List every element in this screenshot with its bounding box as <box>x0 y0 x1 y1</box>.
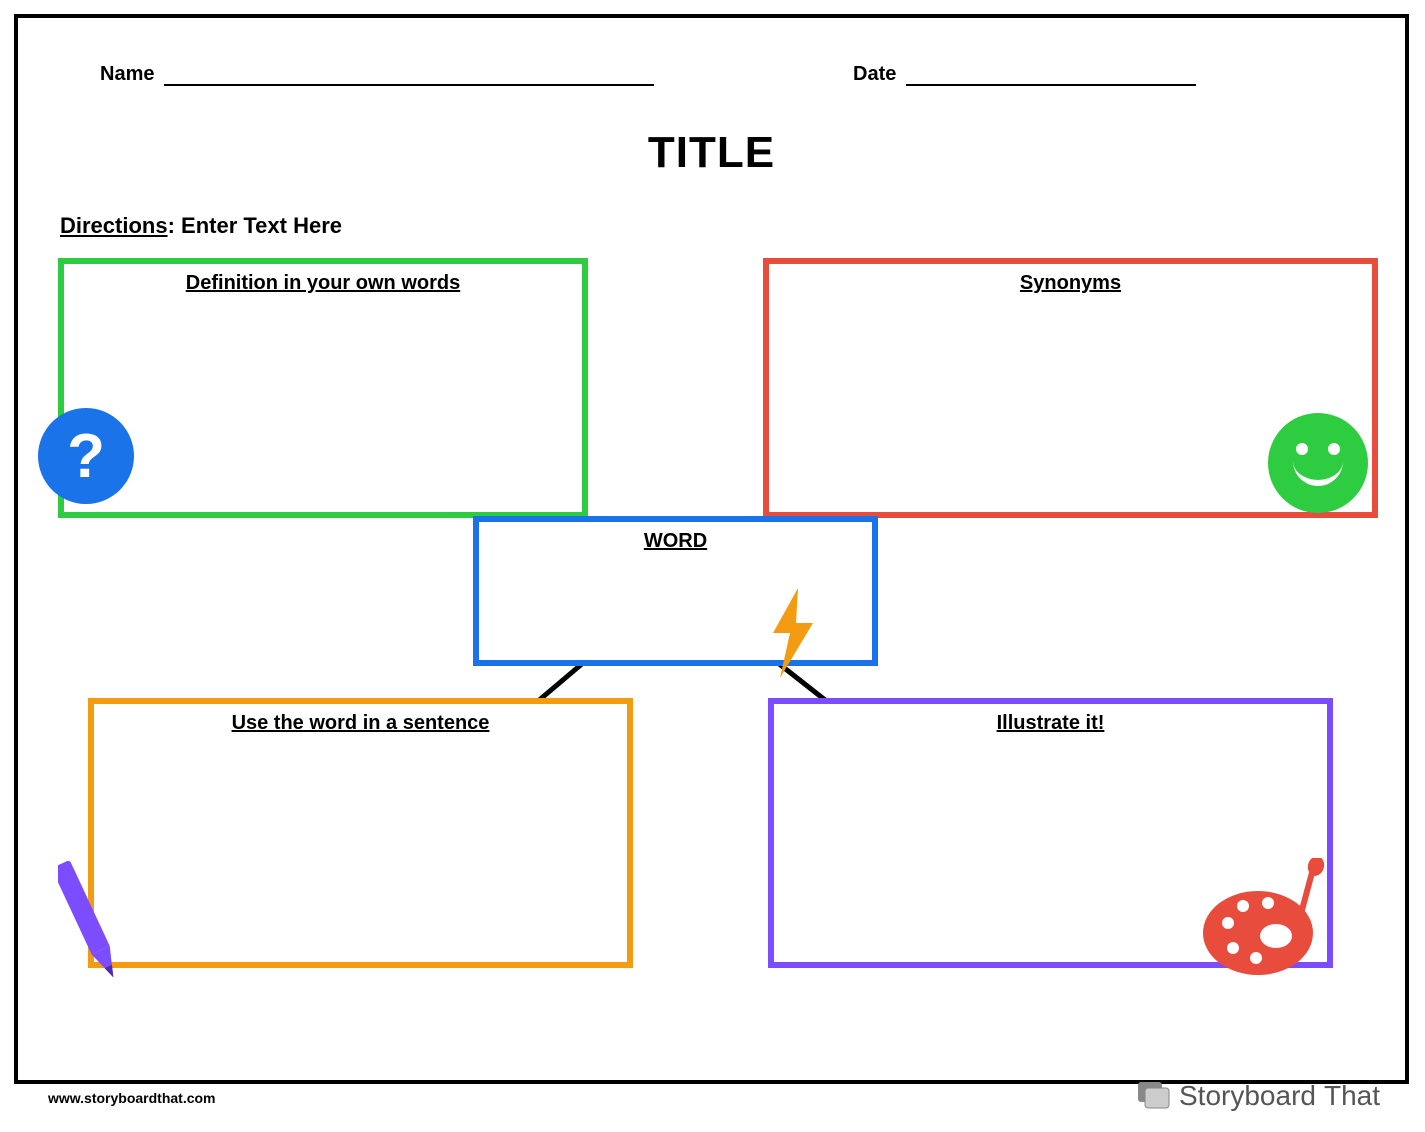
footer-brand2: That <box>1324 1080 1380 1112</box>
worksheet-frame: Name Date TITLE Directions: Enter Text H… <box>14 14 1409 1084</box>
question-icon: ? <box>38 408 134 504</box>
date-field: Date <box>853 63 1196 86</box>
page-title: TITLE <box>18 128 1405 178</box>
illustrate-box-label: Illustrate it! <box>774 712 1327 735</box>
footer-brand1: Storyboard <box>1179 1080 1316 1112</box>
date-input-line[interactable] <box>906 84 1196 86</box>
bolt-icon <box>768 588 818 678</box>
directions-text: : Enter Text Here <box>168 213 342 238</box>
pencil-icon <box>58 853 118 993</box>
name-input-line[interactable] <box>164 84 654 86</box>
definition-box[interactable]: Definition in your own words <box>58 258 588 518</box>
synonyms-box-label: Synonyms <box>769 272 1372 295</box>
smiley-icon <box>1268 413 1368 513</box>
word-box-label: WORD <box>479 530 872 553</box>
palette-icon <box>1198 858 1338 978</box>
date-label: Date <box>853 63 896 86</box>
definition-box-label: Definition in your own words <box>64 272 582 295</box>
storyboard-logo-icon <box>1137 1081 1171 1111</box>
directions-label: Directions <box>60 213 168 238</box>
question-glyph: ? <box>67 421 105 492</box>
footer-url: www.storyboardthat.com <box>48 1090 216 1106</box>
name-label: Name <box>100 63 154 86</box>
sentence-box-label: Use the word in a sentence <box>94 712 627 735</box>
directions: Directions: Enter Text Here <box>60 213 342 239</box>
footer-logo: StoryboardThat <box>1137 1080 1380 1112</box>
sentence-box[interactable]: Use the word in a sentence <box>88 698 633 968</box>
name-field: Name <box>100 63 654 86</box>
